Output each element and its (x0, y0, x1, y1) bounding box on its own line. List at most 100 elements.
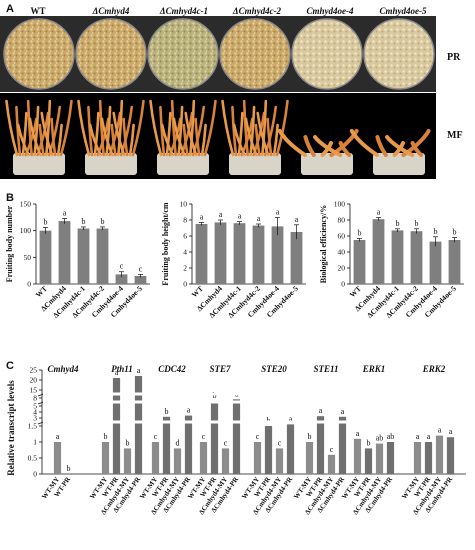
significance-letter: b (453, 228, 457, 237)
y-tick-label: 4 (33, 408, 37, 417)
substrate-block (13, 153, 65, 175)
significance-letter: a (187, 406, 191, 415)
strain-label-cmhyd4oe5: Cmhyd4oe-5 (379, 6, 427, 16)
bar (353, 438, 362, 474)
bar (372, 219, 385, 284)
fruiting-body-stalk (242, 99, 249, 157)
significance-letter: c (202, 432, 206, 441)
fruiting-body-stalk (170, 99, 177, 157)
fruiting-body-stalk (313, 135, 343, 157)
significance-letter: b (396, 219, 400, 228)
significance-letter: c (224, 438, 228, 447)
fruiting-body-stalk (203, 99, 217, 157)
bar (173, 448, 182, 474)
y-tick-label: 0.5 (28, 454, 38, 463)
fruiting-body-stalk (165, 111, 172, 157)
bar (435, 435, 444, 474)
fruiting-body-stalk (21, 111, 28, 157)
fruiting-body-stalk (98, 99, 105, 157)
gene-name: Pth11 (111, 364, 133, 374)
significance-letter: a (238, 212, 242, 221)
significance-letter: a (200, 212, 204, 221)
gene-name: Cmhyd4 (47, 364, 79, 374)
fruiting-body-stalk (182, 123, 189, 157)
fruiting-body-stalk (50, 117, 57, 157)
substrate-block (85, 153, 137, 175)
substrate-block (157, 153, 209, 175)
bar (327, 454, 336, 474)
significance-letter: b (367, 438, 371, 447)
bar (195, 224, 208, 284)
y-axis-label: Fruiting body height/cm (161, 202, 170, 285)
y-tick-label: 3 (33, 414, 37, 423)
fruiting-body-stalk (88, 123, 103, 157)
significance-letter: b (82, 217, 86, 226)
dish-wt (3, 18, 75, 90)
y-tick-label: 10 (180, 200, 188, 209)
bar (134, 276, 147, 284)
fruiting-body-stalk (256, 111, 270, 157)
bar (252, 225, 265, 284)
y-tick-label: 5 (33, 402, 37, 411)
significance-letter: a (137, 366, 141, 375)
fruiting-body-stalk (87, 105, 94, 157)
significance-letter: b (213, 391, 217, 400)
fruiting-body-stalk (277, 129, 307, 157)
significance-letter: a (219, 210, 223, 219)
bar (386, 442, 395, 474)
y-tick-label: 150 (20, 200, 32, 209)
y-tick-label: 6 (183, 232, 187, 241)
break-band (43, 420, 467, 424)
fruiting-body-stalk (194, 117, 201, 157)
bar (364, 448, 373, 474)
significance-letter: a (377, 208, 381, 217)
bar (338, 416, 347, 474)
fruiting-body-stalk (410, 141, 423, 157)
fruiting-body-stalk (33, 105, 40, 157)
fruiting-body-stalk (375, 135, 388, 157)
bar (375, 443, 384, 474)
significance-letter: ab (376, 434, 384, 443)
fruiting-body-stalk (128, 123, 135, 157)
significance-letter: b (101, 217, 105, 226)
significance-letter: b (358, 228, 362, 237)
panel-b-letter: B (6, 192, 14, 204)
significance-letter: a (449, 427, 453, 436)
bar (214, 222, 227, 284)
fruiting-body-stalk (100, 117, 114, 157)
break-band (43, 400, 467, 404)
y-tick-label: 2 (183, 264, 187, 273)
y-tick-label: 40 (338, 248, 346, 257)
significance-letter: a (427, 432, 431, 441)
strain-label-dcmhyd4c2: ΔCmhyd4c-2 (232, 6, 282, 16)
fruiting-body-stalk (15, 105, 22, 157)
bar (391, 230, 404, 284)
dish-dcmhyd4c2 (219, 18, 291, 90)
significance-letter: b (104, 432, 108, 441)
fruiting-body-stalk (122, 117, 129, 157)
fruiting-body-stalk (349, 129, 379, 157)
bar (162, 416, 171, 474)
y-tick-label: 0 (27, 280, 31, 289)
significance-letter: b (165, 407, 169, 416)
fruiting-body-stalk (110, 123, 117, 157)
bar (39, 230, 52, 284)
primordia-photo-strip (0, 16, 475, 92)
bar (96, 228, 109, 284)
y-tick-label: 60 (338, 232, 346, 241)
fruiting-body-stalk (221, 99, 235, 157)
bar (53, 442, 62, 474)
bar (77, 228, 90, 284)
significance-letter: b (434, 227, 438, 236)
fruiting-body-stalk (237, 111, 244, 157)
y-tick-label: 1 (33, 438, 37, 447)
significance-letter: c (256, 432, 260, 441)
fruiting-body-stalk (28, 117, 42, 157)
fruiting-body-stalk (338, 141, 351, 157)
bar (232, 399, 241, 474)
fruiting-body-stalk (38, 123, 45, 157)
bar (448, 240, 461, 284)
bar (290, 232, 303, 284)
